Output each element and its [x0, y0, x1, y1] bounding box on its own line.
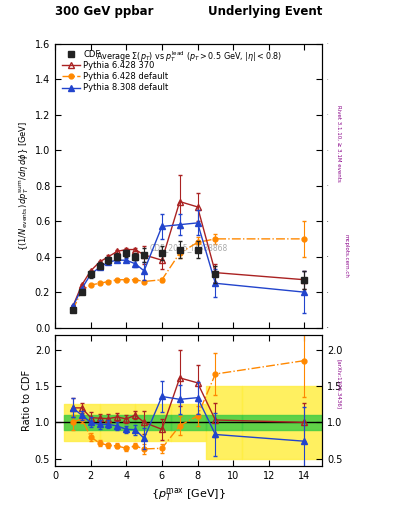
Text: mcplots.cern.ch: mcplots.cern.ch	[344, 234, 349, 278]
Legend: CDF, Pythia 6.428 370, Pythia 6.428 default, Pythia 8.308 default: CDF, Pythia 6.428 370, Pythia 6.428 defa…	[59, 48, 171, 95]
Text: [arXiv:1306.3436]: [arXiv:1306.3436]	[336, 359, 341, 409]
Text: 300 GeV ppbar: 300 GeV ppbar	[55, 5, 154, 18]
Y-axis label: $\{(1/N_\mathrm{events})\,dp_T^\mathrm{sum}/d\eta\,d\phi\}$ [GeV]: $\{(1/N_\mathrm{events})\,dp_T^\mathrm{s…	[17, 120, 31, 251]
X-axis label: $\{p_T^\mathrm{max}$ [GeV]$\}$: $\{p_T^\mathrm{max}$ [GeV]$\}$	[151, 486, 226, 503]
Text: CDF_2015_I1388868: CDF_2015_I1388868	[149, 244, 228, 252]
Text: Average $\Sigma(p_T)$ vs $p_T^\mathrm{lead}$ ($p_T > 0.5$ GeV, $|\eta| < 0.8$): Average $\Sigma(p_T)$ vs $p_T^\mathrm{le…	[95, 49, 282, 64]
Text: Rivet 3.1.10, ≥ 3.1M events: Rivet 3.1.10, ≥ 3.1M events	[336, 105, 341, 182]
Y-axis label: Ratio to CDF: Ratio to CDF	[22, 370, 32, 431]
Text: Underlying Event: Underlying Event	[208, 5, 322, 18]
